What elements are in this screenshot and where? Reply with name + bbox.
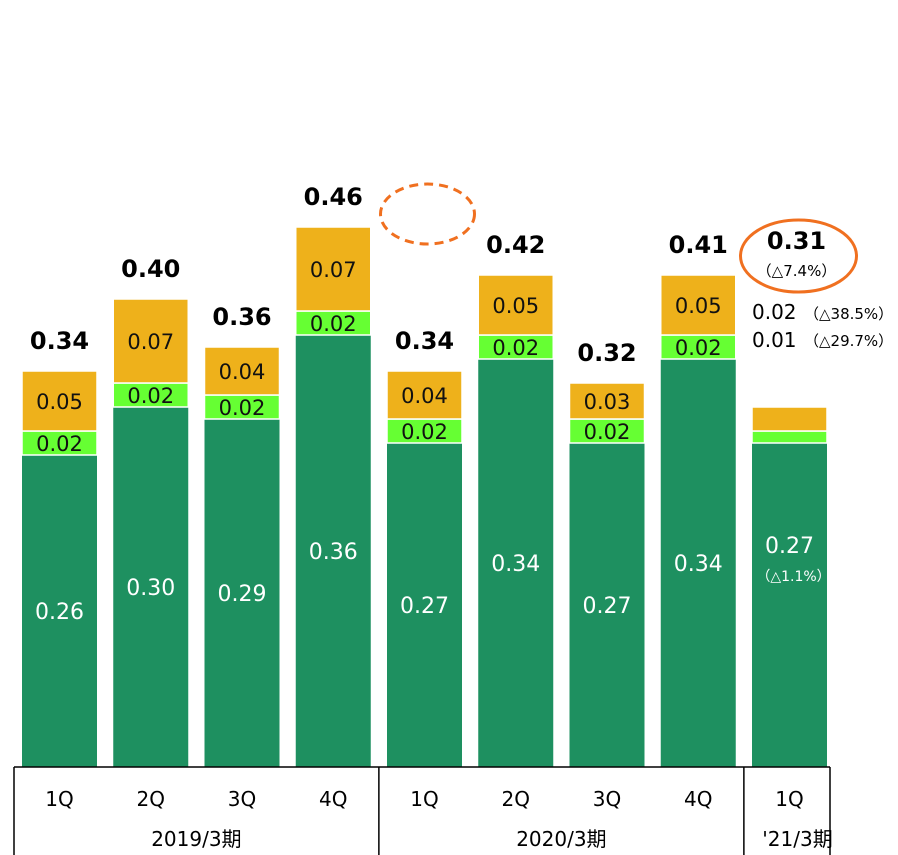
data-label-total: 0.34: [395, 327, 454, 355]
data-label-base: 0.34: [674, 552, 723, 577]
annotation-total-change: （△7.4%）: [757, 262, 837, 280]
bar-segment-base: [22, 455, 97, 767]
data-label-mid: 0.02: [219, 396, 266, 420]
annotation-top-change: （△38.5%）: [804, 305, 893, 323]
bar-segment-base: [752, 443, 827, 767]
bar-segment-mid: [21, 430, 98, 456]
bar-segment-mid: [112, 382, 189, 408]
bar-segment-base: [295, 335, 371, 767]
data-label-mid: 0.02: [36, 432, 83, 456]
tick-label: 3Q: [593, 787, 621, 811]
tick-label: 4Q: [684, 787, 712, 811]
data-label-total: 0.42: [486, 231, 545, 259]
highlight-ellipse: [739, 218, 858, 294]
data-label-top: 0.07: [127, 330, 174, 354]
annotation-base-change: （△1.1%）: [756, 569, 830, 585]
tick-label: 1Q: [775, 787, 803, 811]
bar-segment-mid: [660, 334, 737, 360]
data-label-top: 0.05: [36, 390, 83, 414]
data-label-top: 0.05: [675, 294, 722, 318]
tick-label: 2Q: [502, 787, 530, 811]
data-label-mid: 0.02: [127, 384, 174, 408]
data-label-base: 0.30: [126, 576, 175, 601]
bar-segment-base: [387, 443, 462, 767]
data-label-total: 0.46: [304, 183, 363, 211]
tick-label: 3Q: [228, 787, 256, 811]
bar-segment-mid: [477, 334, 554, 360]
tick-label: 4Q: [319, 787, 347, 811]
data-label-total: 0.40: [121, 255, 180, 283]
data-label-base: 0.27: [400, 594, 449, 619]
highlight-ellipse: [379, 182, 476, 246]
bar-segment-base: [569, 443, 645, 767]
bar-segment-base: [204, 419, 280, 767]
data-label-top: 0.03: [584, 390, 631, 414]
bar-segment-top: [203, 346, 281, 396]
data-label-base: 0.27: [765, 534, 814, 559]
bar-segment-base: [660, 359, 736, 767]
data-label-top: 0.04: [219, 360, 266, 384]
data-label-base: 0.36: [309, 540, 358, 565]
group-label: 2020/3期: [516, 827, 606, 851]
group-label: '21/3期: [762, 827, 832, 851]
data-label-top: 0.02: [752, 300, 797, 324]
data-label-top: 0.07: [310, 258, 357, 282]
bar-segment-top: [660, 274, 737, 336]
data-label-mid: 0.02: [310, 312, 357, 336]
tick-label: 1Q: [45, 787, 73, 811]
bar-segment-top: [568, 382, 646, 420]
data-label-base: 0.34: [491, 552, 540, 577]
data-label-mid: 0.02: [584, 420, 631, 444]
data-label-top: 0.05: [492, 294, 539, 318]
data-label-top: 0.04: [401, 384, 448, 408]
tick-label: 1Q: [410, 787, 438, 811]
data-label-base: 0.27: [583, 594, 632, 619]
bar-segment-top: [386, 370, 463, 420]
data-label-mid: 0.02: [675, 336, 722, 360]
data-label-total: 0.32: [577, 339, 636, 367]
data-label-total: 0.34: [30, 327, 89, 355]
data-label-mid: 0.02: [492, 336, 539, 360]
data-label-total: 0.41: [669, 231, 728, 259]
bar-segment-top: [112, 298, 189, 384]
bar-segment-base: [113, 407, 189, 767]
data-label-base: 0.29: [218, 582, 267, 607]
data-label-mid: 0.02: [401, 420, 448, 444]
bar-segment-top: [295, 226, 372, 312]
data-label-total: 0.36: [212, 303, 271, 331]
bar-segment-mid: [751, 430, 828, 444]
tick-label: 2Q: [137, 787, 165, 811]
bar-segment-top: [477, 274, 554, 336]
data-label-base: 0.26: [35, 600, 84, 625]
bar-segment-base: [478, 359, 554, 767]
annotation-mid-change: （△29.7%）: [804, 332, 893, 350]
data-label-mid: 0.01: [752, 328, 797, 352]
group-label: 2019/3期: [151, 827, 241, 851]
bar-segment-top: [21, 370, 98, 432]
bar-segment-top: [751, 406, 828, 432]
bar-segment-mid: [295, 310, 372, 336]
data-label-total: 0.31: [767, 227, 826, 255]
